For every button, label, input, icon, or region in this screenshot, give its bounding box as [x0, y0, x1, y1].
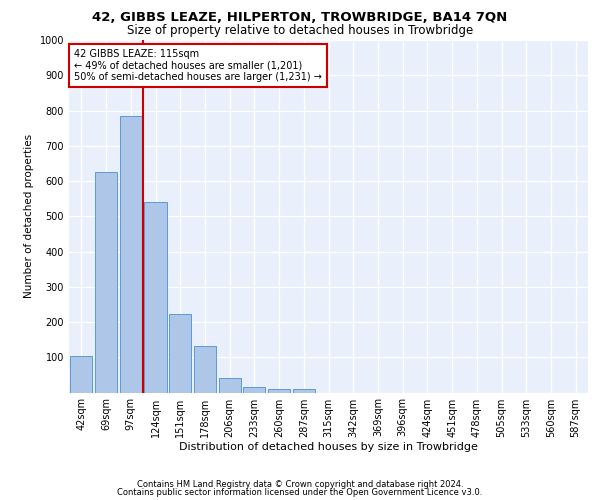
Text: Size of property relative to detached houses in Trowbridge: Size of property relative to detached ho…	[127, 24, 473, 37]
Bar	[243, 386, 265, 392]
Text: Contains public sector information licensed under the Open Government Licence v3: Contains public sector information licen…	[118, 488, 482, 497]
Bar	[70, 356, 92, 393]
Bar	[218, 378, 241, 392]
Bar	[169, 314, 191, 392]
Bar	[293, 389, 315, 392]
Text: 42, GIBBS LEAZE, HILPERTON, TROWBRIDGE, BA14 7QN: 42, GIBBS LEAZE, HILPERTON, TROWBRIDGE, …	[92, 11, 508, 24]
Bar	[95, 172, 117, 392]
Bar	[145, 202, 167, 392]
Y-axis label: Number of detached properties: Number of detached properties	[24, 134, 34, 298]
Bar	[119, 116, 142, 392]
Text: Contains HM Land Registry data © Crown copyright and database right 2024.: Contains HM Land Registry data © Crown c…	[137, 480, 463, 489]
Text: 42 GIBBS LEAZE: 115sqm
← 49% of detached houses are smaller (1,201)
50% of semi-: 42 GIBBS LEAZE: 115sqm ← 49% of detached…	[74, 49, 322, 82]
X-axis label: Distribution of detached houses by size in Trowbridge: Distribution of detached houses by size …	[179, 442, 478, 452]
Bar	[268, 389, 290, 392]
Bar	[194, 346, 216, 393]
